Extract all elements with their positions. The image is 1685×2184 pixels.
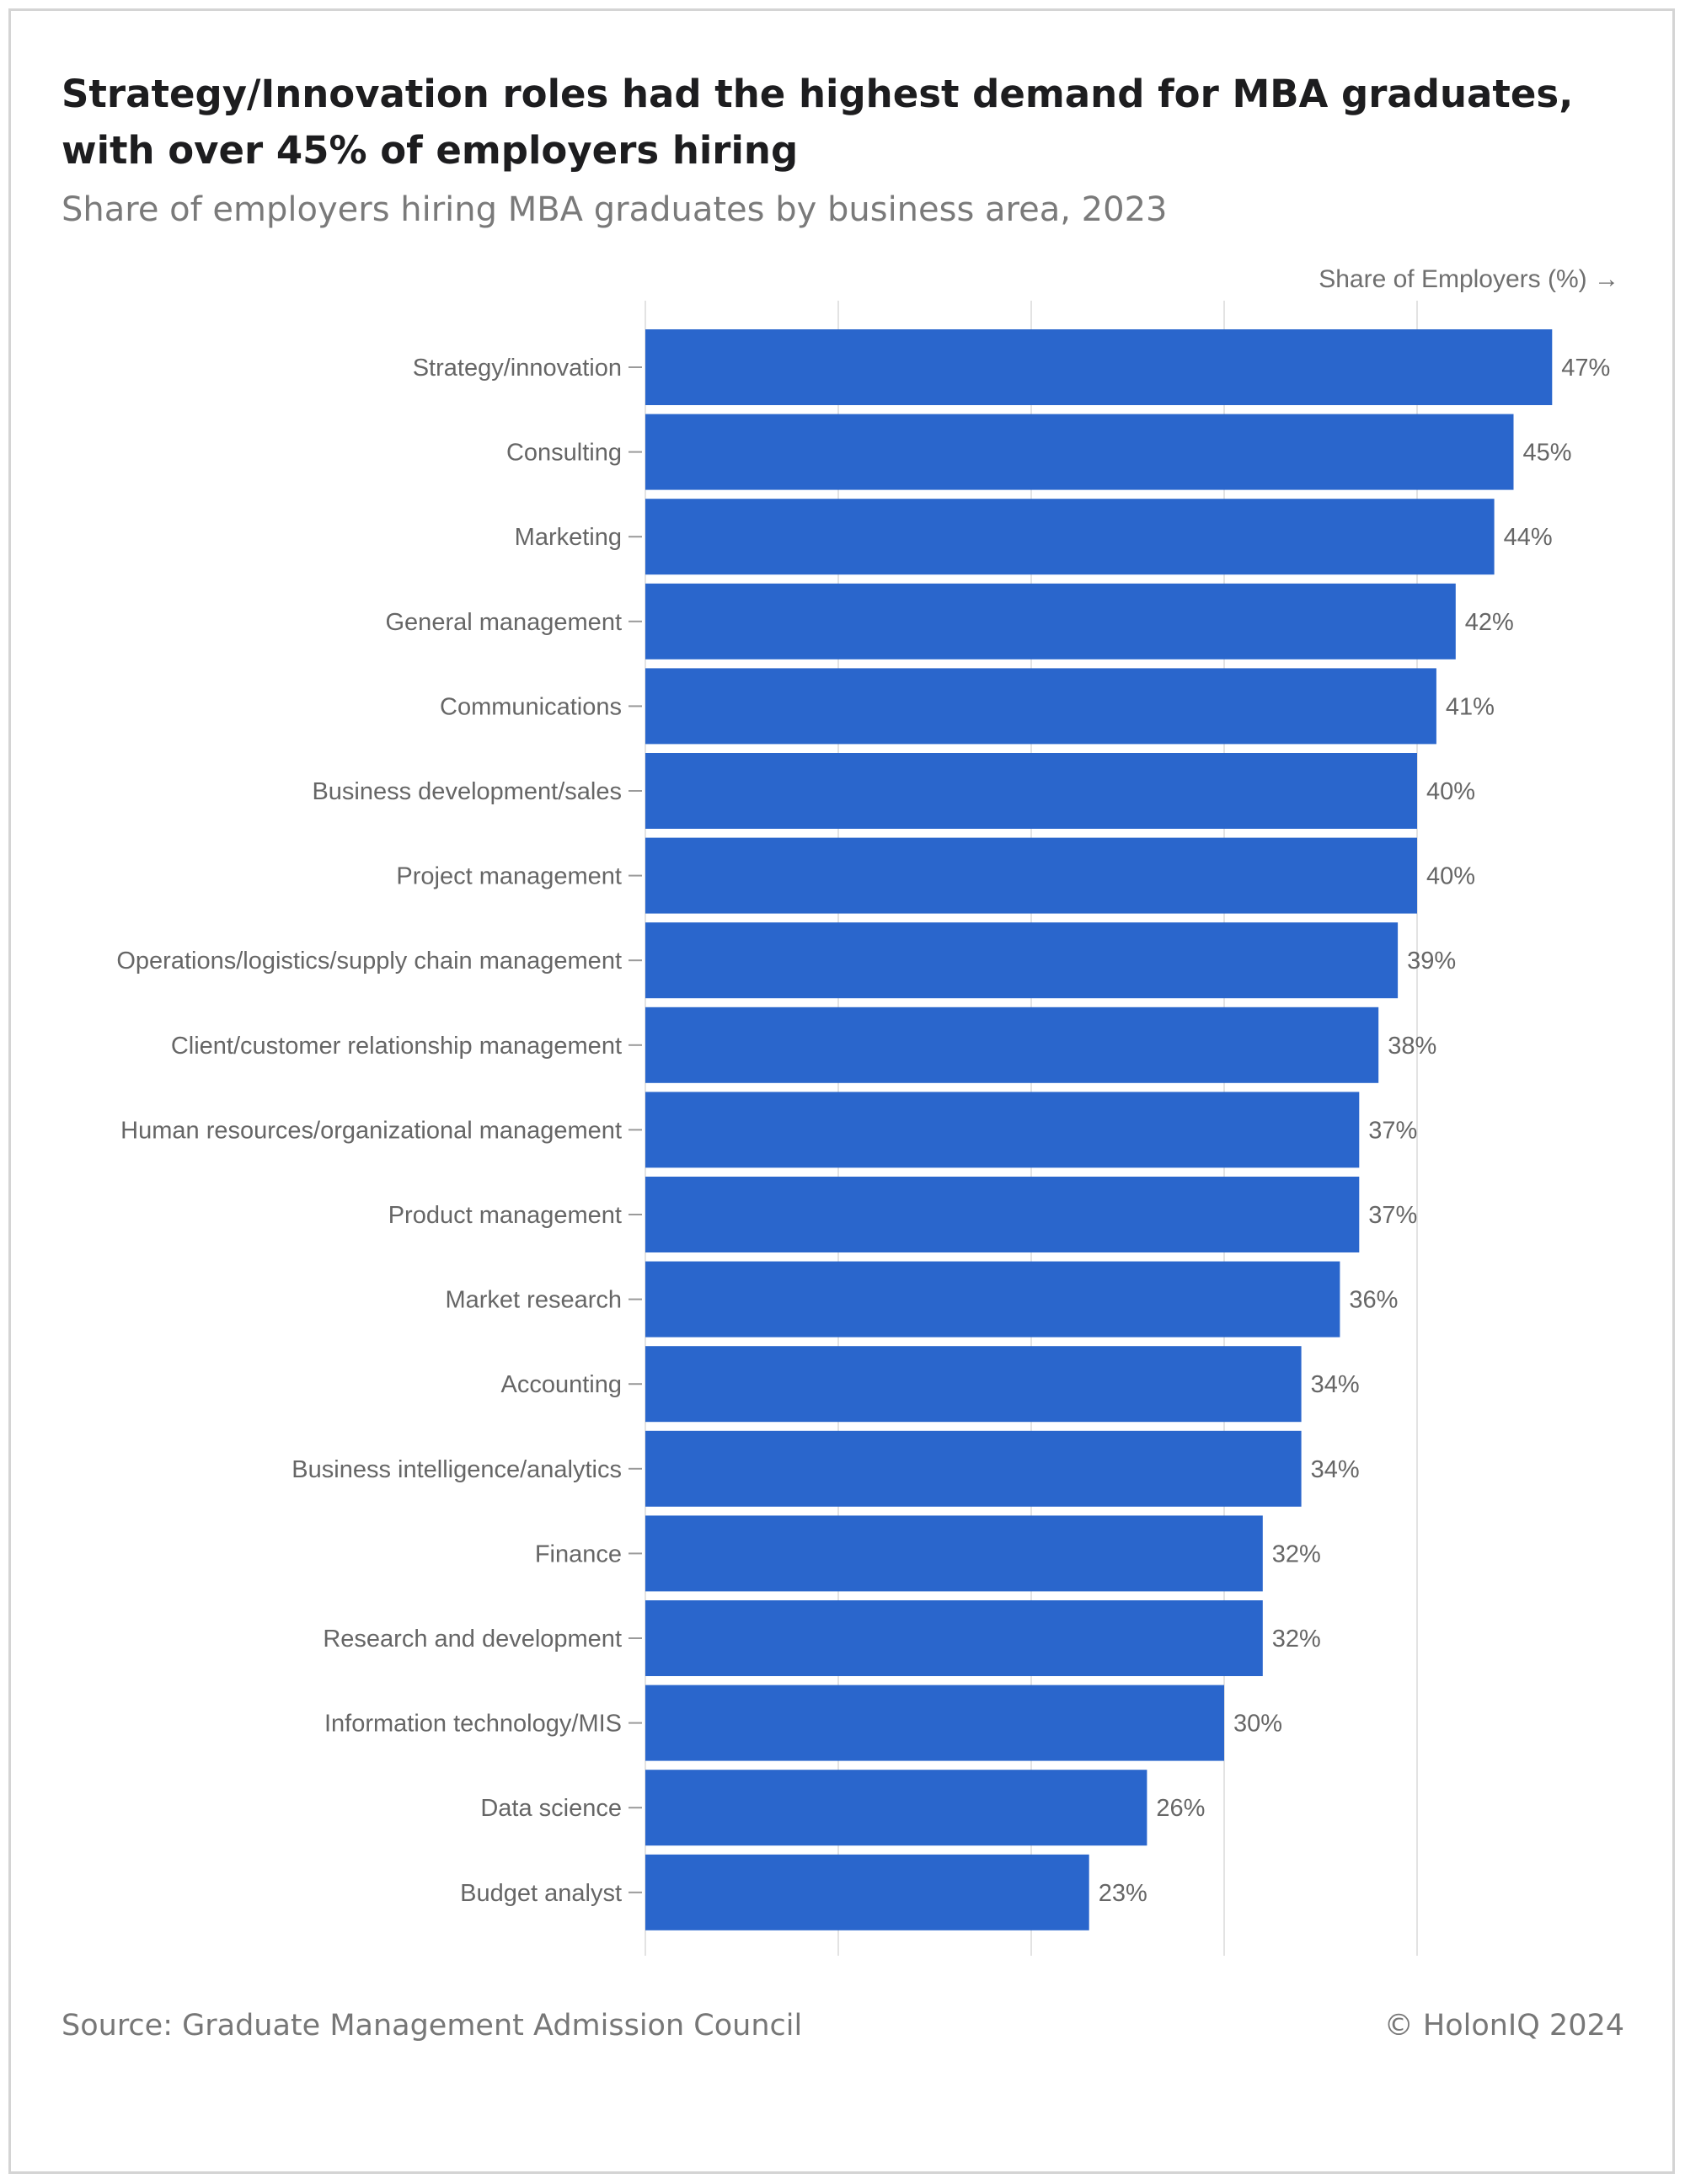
value-label: 41% (1446, 693, 1495, 720)
category-label: Strategy/innovation (413, 355, 622, 382)
category-label: Research and development (323, 1626, 622, 1653)
copyright-note: © HolonIQ 2024 (1383, 2009, 1624, 2042)
bar (645, 1515, 1263, 1592)
bar (645, 1854, 1089, 1930)
bar (645, 499, 1495, 575)
source-note: Source: Graduate Management Admission Co… (62, 2009, 803, 2042)
category-label: Business intelligence/analytics (292, 1456, 622, 1483)
category-label: Accounting (501, 1371, 623, 1398)
value-label: 32% (1272, 1541, 1321, 1567)
bar (645, 753, 1417, 829)
bar (645, 837, 1417, 914)
bar (645, 583, 1456, 659)
category-label: Human resources/organizational managemen… (120, 1117, 622, 1144)
bar (645, 1685, 1224, 1761)
value-label: 37% (1368, 1117, 1417, 1144)
bar (645, 329, 1553, 405)
bar (645, 1177, 1360, 1252)
category-label: Information technology/MIS (324, 1711, 622, 1738)
category-label: Budget analyst (460, 1880, 622, 1907)
category-label: Market research (445, 1287, 622, 1314)
bar (645, 668, 1436, 745)
value-label: 26% (1156, 1795, 1205, 1822)
category-label: General management (386, 609, 623, 636)
category-label: Business development/sales (312, 778, 622, 805)
bar (645, 1430, 1302, 1507)
value-label: 32% (1272, 1626, 1321, 1653)
bar (645, 1007, 1379, 1083)
bar (645, 1770, 1147, 1846)
chart-title: Strategy/Innovation roles had the highes… (62, 72, 1574, 173)
value-label: 39% (1407, 948, 1456, 975)
bar (645, 1261, 1340, 1338)
category-label: Operations/logistics/supply chain manage… (116, 948, 622, 975)
category-label: Project management (396, 863, 622, 890)
value-label: 45% (1523, 440, 1572, 467)
value-label: 44% (1504, 524, 1553, 551)
category-label: Data science (480, 1795, 622, 1822)
value-label: 34% (1311, 1371, 1360, 1398)
bar (645, 922, 1399, 999)
value-label: 40% (1426, 863, 1475, 890)
value-label: 37% (1368, 1202, 1417, 1229)
bar (645, 414, 1514, 490)
category-label: Client/customer relationship management (171, 1033, 622, 1060)
chart-subtitle: Share of employers hiring MBA graduates … (62, 190, 1168, 229)
category-label: Consulting (506, 440, 622, 467)
bar (645, 1346, 1302, 1423)
bar (645, 1600, 1263, 1676)
x-axis-title: Share of Employers (%) → (1319, 265, 1619, 293)
category-label: Communications (440, 693, 622, 720)
value-label: 36% (1349, 1287, 1398, 1314)
value-label: 40% (1426, 778, 1475, 805)
value-label: 47% (1561, 355, 1610, 382)
labels: Strategy/innovation 47% Consulting 45% Marke… (116, 355, 1610, 1907)
bar (645, 1092, 1360, 1168)
category-label: Product management (388, 1202, 622, 1229)
value-label: 38% (1388, 1033, 1436, 1060)
value-label: 30% (1233, 1711, 1282, 1738)
value-label: 23% (1099, 1880, 1147, 1907)
value-label: 34% (1311, 1456, 1360, 1483)
category-label: Marketing (515, 524, 622, 551)
bars (645, 329, 1553, 1930)
category-label: Finance (535, 1541, 622, 1567)
value-label: 42% (1465, 609, 1514, 636)
